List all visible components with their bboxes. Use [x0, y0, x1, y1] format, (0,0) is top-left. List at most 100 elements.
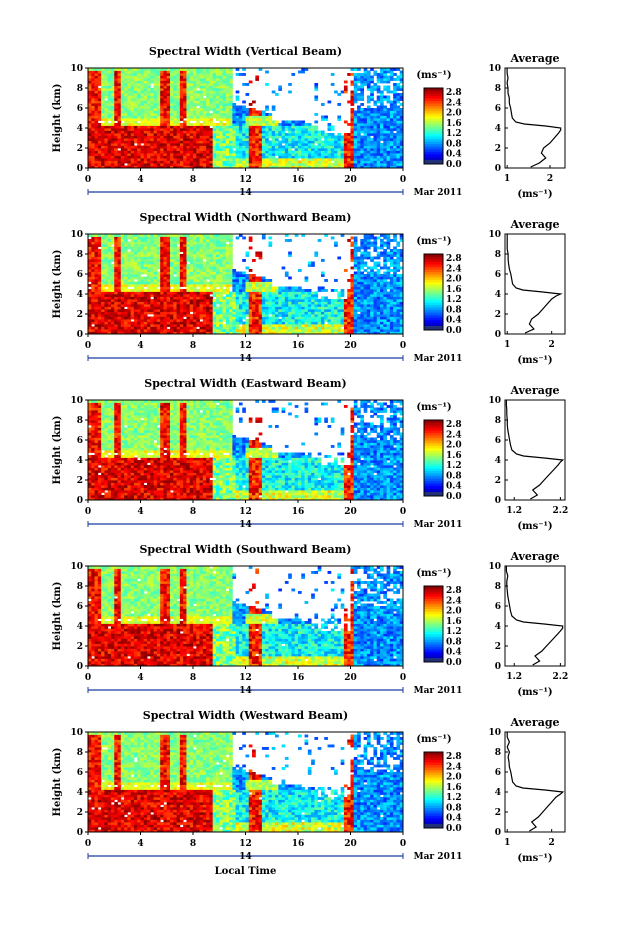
heatmap-cell: [366, 160, 371, 164]
heatmap-cell: [133, 95, 138, 99]
heatmap-cell: [383, 80, 387, 84]
heatmap-cell: [232, 150, 237, 154]
heatmap-cell: [179, 78, 184, 81]
heatmap-cell: [199, 108, 204, 111]
heatmap-cell: [232, 276, 237, 280]
heatmap-cell: [383, 118, 387, 121]
heatmap-cell: [225, 304, 230, 307]
heatmap-cell: [357, 68, 361, 71]
profile-y-tick-label: 4: [495, 124, 501, 134]
heatmap-cell: [94, 130, 99, 134]
heatmap-cell: [140, 93, 145, 96]
heatmap-cell: [153, 261, 158, 265]
heatmap-cell: [229, 73, 233, 76]
heatmap-cell: [91, 289, 95, 292]
heatmap-cell: [133, 90, 138, 94]
heatmap-cell: [173, 254, 177, 257]
heatmap-cell: [176, 70, 181, 74]
heatmap-cell: [202, 314, 207, 317]
heatmap-cell: [284, 148, 289, 151]
heatmap-cell: [137, 135, 141, 139]
heatmap-cell: [222, 73, 227, 76]
heatmap-cell: [163, 155, 168, 159]
heatmap-cell: [153, 85, 158, 89]
heatmap-cell: [114, 158, 118, 161]
heatmap-cell: [156, 150, 161, 154]
heatmap-cell: [209, 266, 214, 270]
heatmap-cell: [153, 143, 158, 146]
heatmap-cell: [163, 150, 168, 154]
heatmap-cell: [225, 120, 230, 124]
heatmap-cell: [166, 105, 171, 109]
heatmap-cell: [183, 155, 187, 159]
heatmap-cell: [166, 100, 171, 104]
heatmap-cell: [183, 246, 187, 250]
heatmap-cell: [396, 145, 401, 149]
heatmap-cell: [376, 73, 381, 76]
heatmap-cell: [363, 130, 368, 134]
heatmap-cell: [120, 326, 125, 330]
heatmap-cell: [268, 160, 273, 164]
heatmap-cell: [176, 301, 181, 305]
heatmap-cell: [248, 113, 253, 116]
heatmap-cell: [110, 75, 115, 79]
heatmap-cell: [114, 130, 118, 134]
heatmap-cell: [166, 110, 171, 114]
heatmap-cell: [235, 284, 240, 287]
heatmap-cell: [143, 251, 148, 255]
heatmap-cell: [94, 269, 99, 272]
heatmap-cell: [238, 286, 243, 290]
heatmap-cell: [101, 75, 105, 79]
heatmap-cell: [202, 128, 207, 131]
heatmap-cell: [219, 128, 223, 131]
heatmap-cell: [130, 135, 135, 139]
heatmap-cell: [110, 133, 115, 136]
heatmap-cell: [376, 113, 381, 116]
heatmap-cell: [166, 251, 171, 255]
heatmap-cell: [179, 246, 184, 250]
heatmap-cell: [173, 123, 177, 126]
heatmap-cell: [271, 148, 276, 151]
heatmap-cell: [320, 130, 325, 134]
heatmap-cell: [97, 326, 102, 330]
heatmap-cell: [376, 115, 381, 119]
heatmap-cell: [137, 160, 141, 164]
heatmap-cell: [225, 294, 230, 297]
heatmap-cell: [350, 135, 355, 139]
heatmap-cell: [242, 291, 246, 295]
heatmap-cell: [340, 160, 345, 164]
heatmap-cell: [153, 236, 158, 240]
heatmap-cell: [110, 279, 115, 282]
heatmap-cell: [275, 150, 279, 154]
heatmap-cell: [225, 296, 230, 300]
heatmap-cell: [94, 311, 99, 315]
heatmap-cell: [117, 256, 122, 260]
heatmap-cell: [147, 284, 151, 287]
heatmap-cell: [219, 138, 223, 141]
heatmap-cell: [156, 326, 161, 330]
heatmap-cell: [193, 279, 197, 282]
heatmap-cell: [101, 98, 105, 101]
heatmap-cell: [179, 324, 184, 327]
heatmap-cell: [117, 100, 122, 104]
heatmap-cell: [130, 88, 135, 91]
heatmap-cell: [229, 100, 233, 104]
heatmap-cell: [209, 155, 214, 159]
heatmap-cell: [186, 95, 191, 99]
heatmap-cell: [163, 118, 168, 121]
heatmap-cell: [202, 239, 207, 242]
heatmap-cell: [248, 324, 253, 327]
heatmap-cell: [179, 291, 184, 295]
heatmap-cell: [104, 88, 109, 91]
heatmap-cell: [399, 110, 404, 114]
heatmap-cell: [229, 294, 233, 297]
heatmap-cell: [137, 326, 141, 330]
heatmap-cell: [389, 73, 394, 76]
heatmap-cell: [101, 148, 105, 151]
heatmap-cell: [396, 110, 401, 114]
heatmap-cell: [170, 78, 174, 81]
heatmap-cell: [193, 95, 197, 99]
heatmap-cell: [206, 118, 210, 121]
heatmap-cell: [130, 309, 135, 312]
heatmap-cell: [212, 276, 217, 280]
